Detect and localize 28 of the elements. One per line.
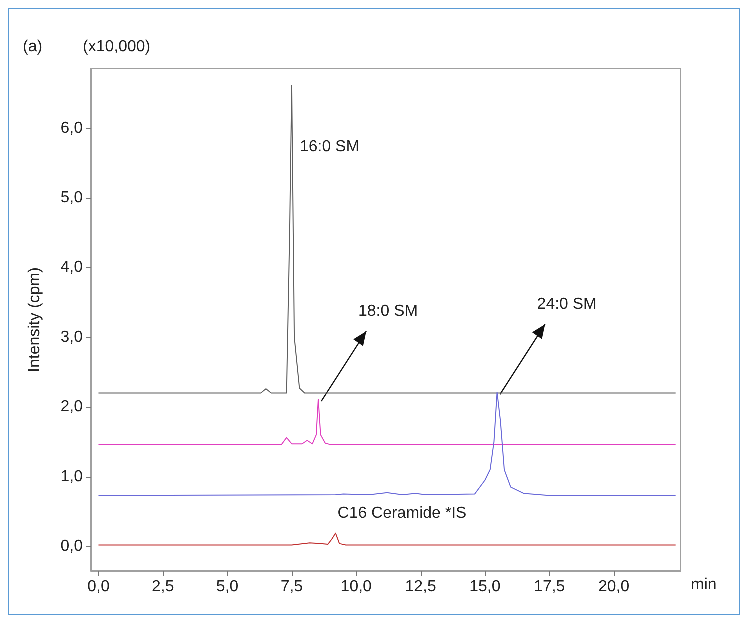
- y-tick-label: 3,0: [60, 328, 84, 346]
- y-tick-label: 2,0: [60, 398, 84, 416]
- y-axis-title: Intensity (cpm): [26, 268, 44, 372]
- y-tick-label: 5,0: [60, 189, 84, 206]
- line-series: [98, 398, 676, 446]
- x-tick-label: 7,5: [280, 578, 304, 596]
- annotation: 16:0 SM: [300, 138, 360, 156]
- x-tick-label: 20,0: [598, 578, 630, 596]
- x-tick-label: 17,5: [534, 578, 566, 596]
- y-tick-label: 4,0: [60, 259, 84, 276]
- x-tick-label: 0,0: [88, 578, 110, 596]
- annotation: 18:0 SM: [358, 302, 418, 320]
- x-tick-label: 10,0: [340, 578, 372, 596]
- line-series: [98, 532, 676, 546]
- line-series: [98, 392, 676, 496]
- text: (x10,000): [83, 38, 151, 56]
- x-axis-title: min: [691, 576, 717, 594]
- y-tick-label: 0,0: [60, 538, 84, 556]
- y-tick-label: 1,0: [60, 468, 84, 486]
- annotation: C16 Ceramide *IS: [338, 504, 467, 522]
- text: (a): [23, 38, 43, 56]
- annotation: 24:0 SM: [537, 296, 597, 314]
- x-tick-label: 12,5: [405, 578, 436, 596]
- x-tick-label: 5,0: [216, 578, 239, 596]
- x-tick-label: 15,0: [470, 578, 501, 596]
- line-series: [98, 85, 676, 394]
- y-tick-label: 6,0: [60, 120, 84, 137]
- x-tick-label: 2,5: [152, 578, 174, 596]
